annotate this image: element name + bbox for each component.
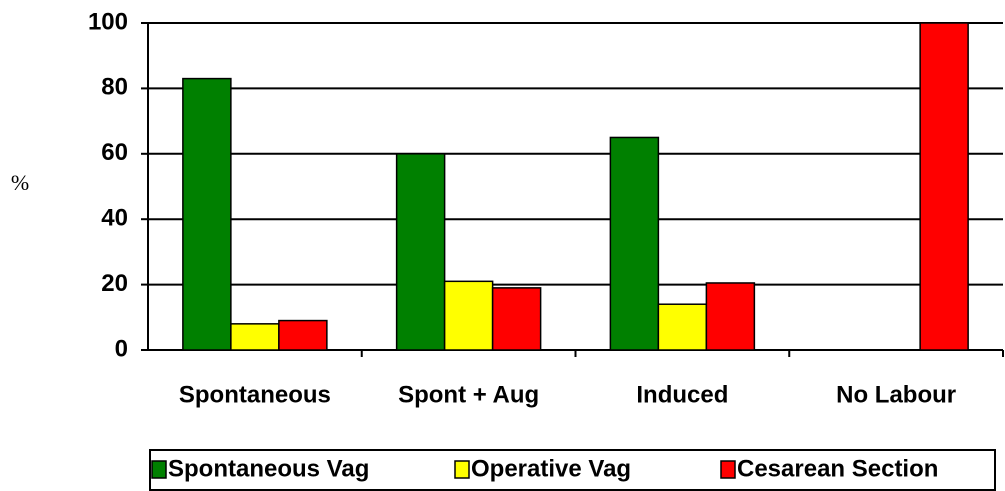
legend-swatch (454, 460, 470, 479)
legend-label: Spontaneous Vag (168, 455, 369, 482)
x-tick-label: Spont + Aug (398, 381, 539, 408)
legend-swatch (151, 460, 167, 479)
legend-label: Operative Vag (471, 455, 631, 482)
bar (609, 136, 660, 351)
x-tick-label: Induced (636, 381, 728, 408)
y-tick-label: 80 (101, 74, 128, 101)
legend-label: Cesarean Section (737, 455, 938, 482)
y-tick-label: 0 (115, 335, 128, 362)
bar (443, 280, 494, 351)
bar (919, 22, 969, 351)
bar (657, 303, 708, 351)
x-tick-label: No Labour (836, 381, 956, 408)
bar (278, 319, 328, 351)
y-tick-label: 20 (101, 270, 128, 297)
bar (705, 282, 756, 351)
y-axis-label: % (11, 170, 29, 195)
legend-box (149, 449, 996, 491)
bar (491, 287, 542, 351)
x-tick-label: Spontaneous (179, 381, 331, 408)
y-tick-label: 60 (101, 139, 128, 166)
bar (230, 323, 280, 351)
y-tick-label: 100 (88, 8, 128, 35)
legend-swatch (720, 460, 736, 479)
bar (182, 77, 232, 351)
bar (395, 153, 446, 351)
y-tick-label: 40 (101, 205, 128, 232)
